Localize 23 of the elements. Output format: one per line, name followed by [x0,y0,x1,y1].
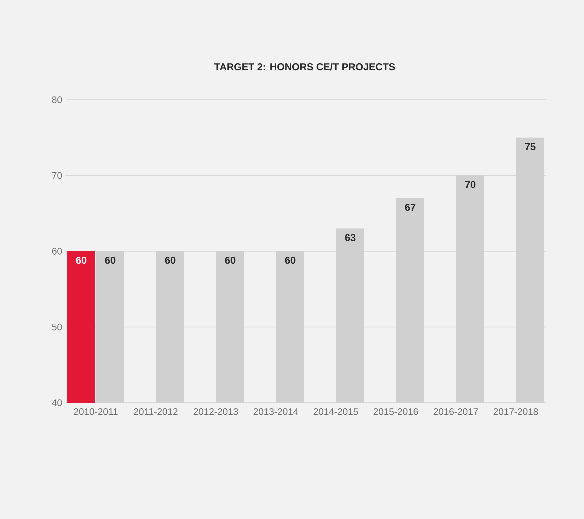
data-label: 70 [465,181,476,188]
data-label: 60 [105,257,116,264]
x-tick-label: 2011-2012 [134,408,178,416]
data-label: 67 [405,204,416,212]
x-tick-label: 2010-2011 [74,408,118,416]
data-label: 60 [165,257,176,264]
x-tick-label: 2014-2015 [314,408,358,416]
y-tick-label: 70 [52,172,62,180]
chart-title: TARGET 2: HONORS CE/T PROJECTS [214,63,396,71]
y-tick-label: 80 [52,96,62,104]
x-tick-label: 2017-2018 [494,408,538,416]
data-label: 75 [525,143,536,150]
data-label: 63 [345,234,356,242]
data-label: 60 [76,257,87,264]
y-tick-label: 40 [52,400,62,406]
y-tick-label: 50 [52,324,62,331]
data-label: 60 [285,257,296,264]
y-tick-label: 60 [52,248,62,255]
x-tick-label: 2013-2014 [254,408,298,416]
x-tick-label: 2016-2017 [434,408,478,416]
data-label: 60 [225,257,236,264]
x-tick-label: 2012-2013 [194,408,238,416]
x-tick-label: 2015-2016 [374,408,418,416]
